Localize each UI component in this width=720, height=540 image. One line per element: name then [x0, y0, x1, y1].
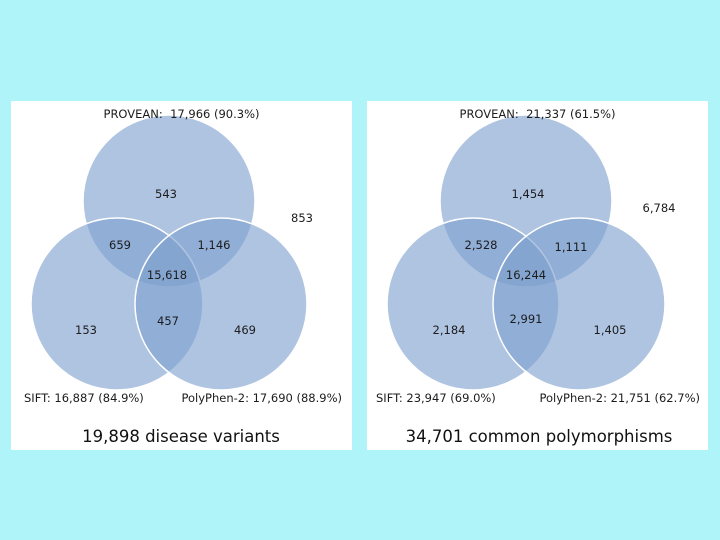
sift-label: SIFT: 16,887 (84.9%)	[24, 391, 144, 405]
provean-title: PROVEAN: 21,337 (61.5%)	[460, 107, 616, 121]
provean-label: PROVEAN:	[103, 107, 163, 121]
venn-diagram	[30, 114, 308, 391]
count-polyphen-only: 469	[234, 323, 256, 337]
count-sift-only: 2,184	[432, 323, 466, 337]
count-polyphen-only: 1,405	[593, 323, 627, 337]
count-sift-polyphen: 2,991	[509, 312, 543, 326]
count-none: 6,784	[642, 201, 676, 215]
count-none: 853	[291, 211, 313, 225]
polyphen-circle	[492, 217, 666, 391]
panel-caption: 19,898 disease variants	[82, 427, 280, 446]
provean-value: 21,337 (61.5%)	[526, 107, 616, 121]
count-provean-only: 543	[155, 187, 177, 201]
venn-diagram	[386, 114, 666, 391]
panel-caption: 34,701 common polymorphisms	[405, 427, 673, 446]
count-sift-only: 153	[75, 323, 97, 337]
count-provean-sift: 659	[109, 238, 131, 252]
provean-value: 17,966 (90.3%)	[170, 107, 260, 121]
polyphen-circle	[134, 217, 308, 391]
count-provean-only: 1,454	[511, 187, 545, 201]
count-all-three: 16,244	[505, 268, 547, 282]
provean-title: PROVEAN: 17,966 (90.3%)	[104, 107, 260, 121]
polyphen-label: PolyPhen-2: 21,751 (62.7%)	[539, 391, 700, 405]
sift-label: SIFT: 23,947 (69.0%)	[376, 391, 496, 405]
polyphen-label: PolyPhen-2: 17,690 (88.9%)	[181, 391, 342, 405]
count-provean-polyphen: 1,146	[197, 238, 231, 252]
venn-panel-disease-variants: PROVEAN: 17,966 (90.3%) 543 853 659 1,14…	[11, 101, 352, 450]
count-provean-polyphen: 1,111	[554, 240, 588, 254]
venn-panel-common-polymorphisms: PROVEAN: 21,337 (61.5%) 1,454 6,784 2,52…	[367, 101, 708, 450]
count-sift-polyphen: 457	[157, 314, 179, 328]
provean-label: PROVEAN:	[459, 107, 519, 121]
count-provean-sift: 2,528	[464, 238, 498, 252]
count-all-three: 15,618	[146, 268, 188, 282]
